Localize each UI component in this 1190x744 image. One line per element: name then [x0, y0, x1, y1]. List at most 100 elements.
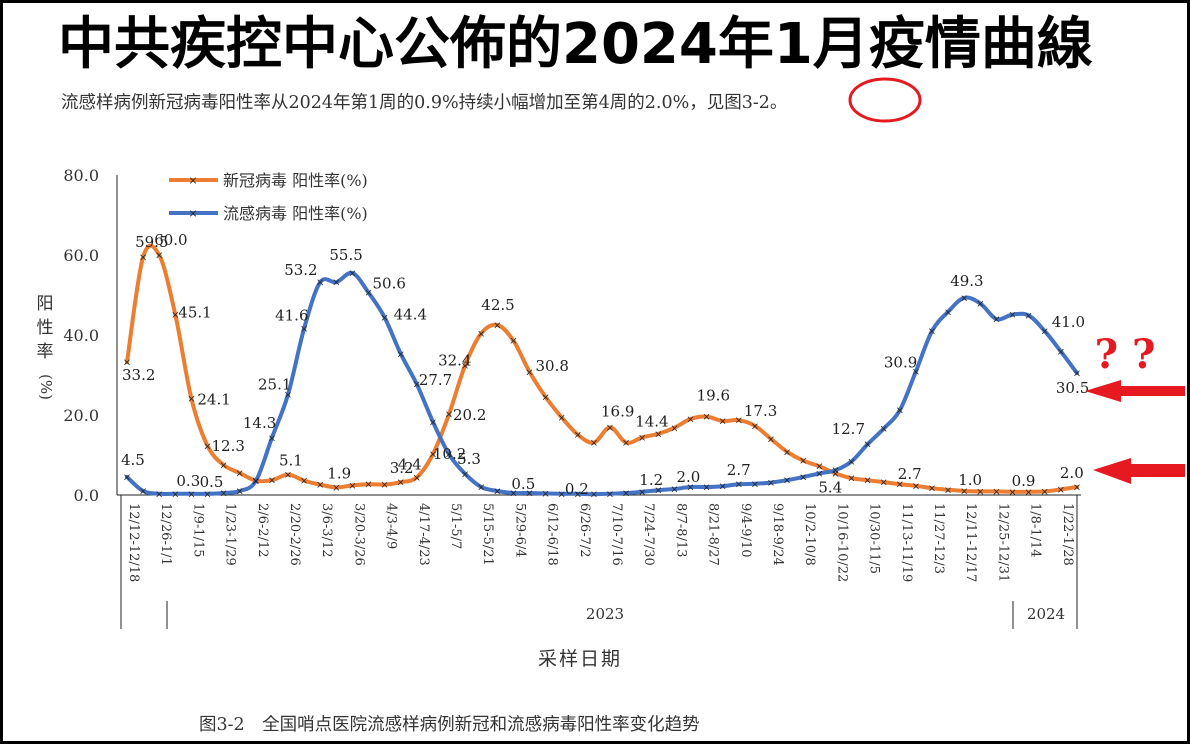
covid-point-marker: × — [719, 417, 727, 428]
covid-point-marker: × — [1008, 487, 1016, 498]
covid-point-marker: × — [541, 393, 549, 404]
covid-point-marker: × — [751, 421, 759, 432]
flu-point-marker: × — [912, 367, 920, 378]
covid-data-label: 30.8 — [536, 357, 569, 375]
x-tick-label: 10/2-10/8 — [802, 503, 817, 566]
covid-point-marker: × — [397, 478, 405, 489]
covid-point-marker: × — [606, 423, 614, 434]
legend-covid-label: 新冠病毒 阳性率(%) — [223, 171, 368, 190]
covid-point-marker: × — [574, 430, 582, 441]
x-tick-label: 10/30-11/5 — [867, 503, 882, 574]
flu-point-marker: × — [461, 469, 469, 480]
flu-point-marker: × — [799, 473, 807, 484]
arrow-covid-endpoint — [1093, 458, 1185, 484]
flu-data-label: 49.3 — [950, 272, 983, 290]
x-tick-label: 3/20-3/26 — [351, 503, 366, 566]
covid-point-marker: × — [268, 476, 276, 487]
flu-point-marker: × — [863, 440, 871, 451]
flu-point-marker: × — [445, 450, 453, 461]
flu-point-marker: × — [622, 489, 630, 500]
flu-data-label: 0.2 — [565, 480, 589, 498]
covid-point-marker: × — [654, 429, 662, 440]
flu-data-label: 25.1 — [258, 376, 291, 394]
covid-data-label: 0.9 — [1012, 472, 1036, 490]
covid-point-marker: × — [284, 470, 292, 481]
covid-point-marker: × — [670, 423, 678, 434]
flu-series-line — [125, 270, 1079, 497]
x-tick-label: 5/1-5/7 — [448, 503, 463, 549]
flu-point-marker: × — [767, 478, 775, 489]
summary-text: 流感样病例新冠病毒阳性率从2024年第1周的0.9%持续小幅增加至第4周的2.0… — [61, 93, 788, 113]
covid-point-marker: × — [638, 433, 646, 444]
covid-point-marker: × — [960, 487, 968, 498]
flu-point-marker: × — [815, 469, 823, 480]
x-tick-label: 1/23-1/29 — [223, 503, 238, 566]
y-title-unit: (%) — [37, 374, 55, 400]
covid-point-marker: × — [252, 476, 260, 487]
covid-point-marker: × — [912, 481, 920, 492]
x-tick-label: 1/8-1/14 — [1028, 503, 1043, 558]
flu-data-label: 30.9 — [884, 353, 917, 371]
flu-point-marker: × — [1073, 369, 1081, 380]
flu-point-marker: × — [397, 349, 405, 360]
flu-data-label: 53.2 — [284, 261, 317, 279]
flu-point-marker: × — [413, 380, 421, 391]
flu-data-label: 0.3 — [176, 472, 200, 490]
covid-point-marker: × — [477, 329, 485, 340]
flu-point-marker: × — [268, 433, 276, 444]
x-tick-labels: 12/12-12/18 12/26-1/1 1/9-1/15 1/23-1/29 2/6… — [126, 503, 1075, 582]
flu-point-marker: × — [880, 424, 888, 435]
covid-point-marker: × — [493, 321, 501, 332]
covid-point-marker: × — [686, 415, 694, 426]
x-tick-label: 12/12-12/18 — [126, 503, 141, 582]
legend-flu-label: 流感病毒 阳性率(%) — [223, 204, 368, 223]
flu-data-label: 0.5 — [200, 473, 224, 491]
flu-point-marker: × — [831, 466, 839, 477]
y-title-char-3: 率 — [37, 342, 54, 362]
covid-data-label: 14.4 — [635, 412, 668, 430]
flu-point-marker: × — [1057, 347, 1065, 358]
covid-point-marker: × — [847, 474, 855, 485]
covid-data-label: 33.2 — [122, 366, 155, 384]
flu-point-marker: × — [477, 483, 485, 494]
covid-point-marker: × — [1073, 483, 1081, 494]
series-lines — [125, 243, 1079, 497]
flu-data-label: 5.3 — [457, 450, 481, 468]
x-tick-label: 2/6-2/12 — [255, 503, 270, 558]
covid-point-marker: × — [123, 358, 131, 369]
x-tick-label: 10/16-10/22 — [834, 503, 849, 582]
flu-point-marker: × — [284, 390, 292, 401]
flu-point-marker: × — [155, 489, 163, 500]
covid-point-marker: × — [896, 480, 904, 491]
covid-point-marker: × — [203, 441, 211, 452]
x-tick-label: 2/20-2/26 — [287, 503, 302, 566]
covid-point-marker: × — [622, 438, 630, 449]
x-tick-label: 12/25-12/31 — [995, 503, 1010, 582]
flu-point-marker: × — [1041, 327, 1049, 338]
highlight-circle — [848, 77, 922, 123]
y-tick-label: 40.0 — [63, 326, 99, 345]
flu-point-marker: × — [364, 288, 372, 299]
flu-point-marker: × — [171, 489, 179, 500]
covid-point-marker: × — [735, 416, 743, 427]
covid-point-marker: × — [155, 251, 163, 262]
covid-data-label: 2.7 — [898, 465, 922, 483]
covid-point-marker: × — [590, 438, 598, 449]
x-tick-label: 12/11-12/17 — [963, 503, 978, 582]
x-tick-label: 4/17-4/23 — [416, 503, 431, 566]
flu-point-marker: × — [541, 489, 549, 500]
flu-point-marker: × — [783, 476, 791, 487]
flu-point-marker: × — [139, 487, 147, 498]
flu-point-marker: × — [1024, 311, 1032, 322]
flu-data-label: 1.2 — [639, 471, 663, 489]
flu-point-marker: × — [960, 293, 968, 304]
flu-data-label: 41.6 — [275, 307, 308, 325]
covid-point-marker: × — [236, 469, 244, 480]
flu-point-marker: × — [574, 489, 582, 500]
y-tick-label: 60.0 — [63, 246, 99, 265]
covid-point-marker: × — [799, 456, 807, 467]
y-axis-title: 阳 性 率 (%) — [37, 294, 56, 400]
flu-data-label: 14.3 — [243, 414, 276, 432]
covid-point-marker: × — [171, 310, 179, 321]
legend-covid-marker: × — [188, 174, 197, 187]
